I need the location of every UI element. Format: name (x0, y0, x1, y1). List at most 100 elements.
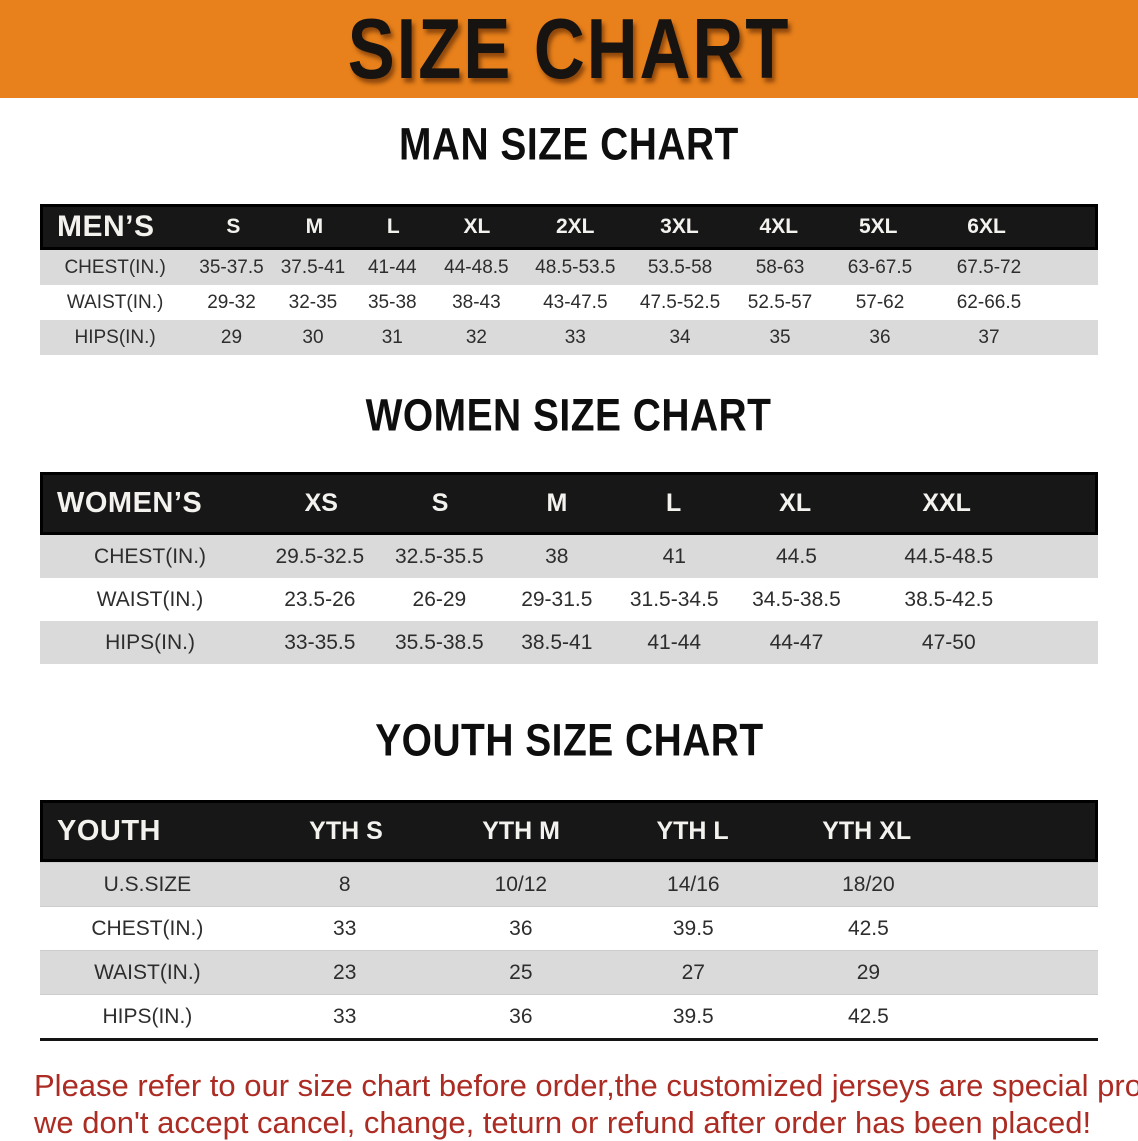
youth-heading-text: YOUTH SIZE CHART (374, 714, 764, 766)
row-label: U.S.SIZE (103, 872, 192, 896)
value-cell: 18/20 (842, 872, 895, 896)
value-cell: 25 (509, 960, 533, 984)
size-col-header: XL (463, 215, 491, 238)
value-cell: 36 (869, 326, 891, 348)
value-cell: 14/16 (667, 872, 720, 896)
table-row: WAIST(IN.) 23 25 27 29 (40, 950, 1098, 994)
size-col-header: L (386, 215, 400, 238)
disclaimer-line-2: we don't accept cancel, change, teturn o… (34, 1105, 1092, 1140)
row-label: WAIST(IN.) (94, 960, 201, 984)
value-cell: 44.5 (776, 544, 817, 568)
women-section-heading: WOMEN SIZE CHART (0, 389, 1138, 447)
women-corner-label: WOMEN’S (57, 487, 203, 519)
value-cell: 32 (465, 326, 487, 348)
value-cell: 23 (333, 960, 357, 984)
size-col-header: YTH XL (822, 816, 912, 845)
value-cell: 41-44 (647, 630, 702, 654)
size-col-header: S (431, 489, 449, 517)
value-cell: 33-35.5 (284, 630, 356, 654)
men-corner-label: MEN’S (57, 210, 155, 243)
table-row: HIPS(IN.) 29 30 31 32 33 34 35 36 37 (40, 320, 1098, 355)
youth-corner-label: YOUTH (57, 814, 161, 847)
value-cell: 44-47 (769, 630, 824, 654)
value-cell: 44-48.5 (444, 256, 509, 278)
value-cell: 53.5-58 (647, 256, 713, 278)
value-cell: 32-35 (288, 291, 338, 313)
row-label: CHEST(IN.) (91, 916, 204, 940)
value-cell: 62-66.5 (956, 291, 1022, 313)
value-cell: 38.5-42.5 (904, 587, 994, 611)
size-col-header: S (226, 215, 241, 238)
size-col-header: 4XL (759, 215, 799, 238)
table-row: WAIST(IN.) 23.5-26 26-29 29-31.5 31.5-34… (40, 578, 1098, 621)
table-row: HIPS(IN.) 33-35.5 35.5-38.5 38.5-41 41-4… (40, 621, 1098, 664)
value-cell: 38 (545, 544, 569, 568)
table-row: CHEST(IN.) 35-37.5 37.5-41 41-44 44-48.5… (40, 250, 1098, 285)
table-row: CHEST(IN.) 29.5-32.5 32.5-35.5 38 41 44.… (40, 535, 1098, 578)
banner-title: SIZE CHART (347, 1, 791, 97)
value-cell: 57-62 (855, 291, 905, 313)
value-cell: 29.5-32.5 (275, 544, 365, 568)
value-cell: 26-29 (412, 587, 467, 611)
youth-table-header-row: YOUTH YTH S YTH M YTH L YTH XL (40, 800, 1098, 862)
size-col-header: XS (304, 489, 338, 517)
size-col-header: 2XL (556, 215, 595, 238)
row-label: HIPS(IN.) (105, 630, 195, 654)
value-cell: 34 (669, 326, 691, 348)
youth-section-heading: YOUTH SIZE CHART (0, 714, 1138, 772)
value-cell: 47-50 (921, 630, 976, 654)
value-cell: 31 (381, 326, 403, 348)
size-col-header: L (666, 489, 682, 517)
row-label: CHEST(IN.) (94, 544, 207, 568)
row-label: WAIST(IN.) (66, 291, 164, 313)
size-col-header: XXL (922, 489, 971, 517)
youth-size-table: YOUTH YTH S YTH M YTH L YTH XL U.S.SIZE … (40, 800, 1098, 1041)
size-col-header: M (546, 489, 568, 517)
table-row: HIPS(IN.) 33 36 39.5 42.5 (40, 994, 1098, 1038)
value-cell: 41-44 (367, 256, 417, 278)
size-col-header: XL (779, 489, 812, 517)
value-cell: 37 (978, 326, 1000, 348)
size-col-header: YTH M (482, 816, 560, 845)
value-cell: 38.5-41 (521, 630, 593, 654)
value-cell: 41 (662, 544, 686, 568)
value-cell: 33 (564, 326, 586, 348)
value-cell: 48.5-53.5 (535, 256, 616, 278)
youth-section: YOUTH SIZE CHART YOUTH YTH S YTH M YTH L… (0, 714, 1138, 1041)
value-cell: 42.5 (847, 916, 889, 940)
row-label: WAIST(IN.) (96, 587, 204, 611)
men-heading-text: MAN SIZE CHART (399, 118, 739, 170)
men-section-heading: MAN SIZE CHART (0, 118, 1138, 176)
size-col-header: 3XL (660, 215, 699, 238)
value-cell: 34.5-38.5 (752, 587, 841, 611)
row-label: HIPS(IN.) (102, 1004, 193, 1028)
disclaimer-line-1: Please refer to our size chart before or… (34, 1068, 1138, 1103)
men-size-table: MEN’S S M L XL 2XL 3XL 4XL 5XL 6XL CHEST… (40, 204, 1098, 355)
value-cell: 35-37.5 (199, 256, 264, 278)
value-cell: 31.5-34.5 (629, 587, 719, 611)
men-table-header-row: MEN’S S M L XL 2XL 3XL 4XL 5XL 6XL (40, 204, 1098, 250)
value-cell: 35-38 (367, 291, 417, 313)
value-cell: 35.5-38.5 (395, 630, 484, 654)
table-row: WAIST(IN.) 29-32 32-35 35-38 38-43 43-47… (40, 285, 1098, 320)
value-cell: 36 (509, 1004, 533, 1028)
value-cell: 63-67.5 (847, 256, 913, 278)
value-cell: 29-31.5 (521, 587, 593, 611)
value-cell: 32.5-35.5 (395, 544, 484, 568)
women-section: WOMEN SIZE CHART WOMEN’S XS S M L XL XXL… (0, 389, 1138, 664)
value-cell: 33 (333, 916, 357, 940)
value-cell: 33 (333, 1004, 357, 1028)
women-heading-text: WOMEN SIZE CHART (366, 389, 772, 441)
disclaimer: Please refer to our size chart before or… (0, 1067, 1138, 1141)
size-col-header: YTH L (656, 816, 729, 845)
value-cell: 23.5-26 (284, 587, 356, 611)
value-cell: 8 (338, 872, 351, 896)
value-cell: 47.5-52.5 (639, 291, 721, 313)
value-cell: 29-32 (207, 291, 256, 313)
value-cell: 43-47.5 (543, 291, 608, 313)
value-cell: 30 (302, 326, 324, 348)
value-cell: 39.5 (672, 1004, 714, 1028)
row-label: HIPS(IN.) (74, 326, 156, 348)
value-cell: 10/12 (494, 872, 548, 896)
men-section: MAN SIZE CHART MEN’S S M L XL 2XL 3XL 4X… (0, 118, 1138, 355)
